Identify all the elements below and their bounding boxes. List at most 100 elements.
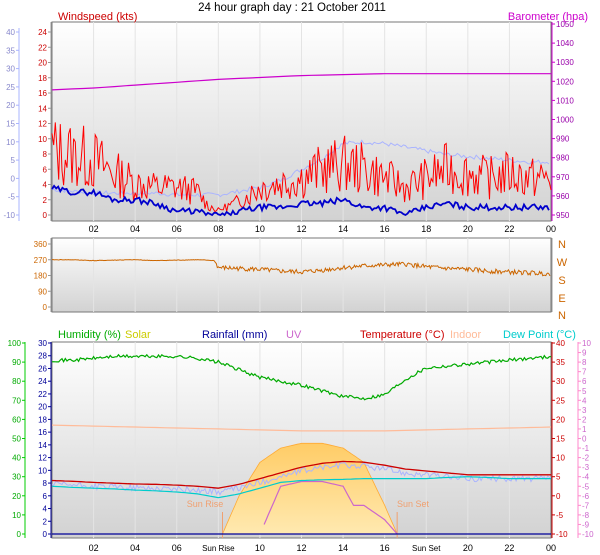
barometer-axis-tick-label: 960	[556, 192, 570, 201]
series-barometer	[51, 73, 551, 91]
windspeed-axis-tick-label: 18	[38, 74, 47, 83]
rainfall-axis-tick-label: 30	[38, 339, 47, 348]
outside-temp-axis-tick-label: -10	[3, 211, 15, 220]
uv-axis-tick-label: 4	[582, 396, 587, 405]
legend-rainfall: Rainfall (mm)	[202, 329, 267, 341]
rainfall-axis-tick-label: 2	[43, 517, 48, 526]
uv-axis-tick-label: 3	[582, 406, 587, 415]
barometer-axis-tick-label: 1030	[556, 58, 574, 67]
uv-axis-tick-label: -6	[582, 492, 590, 501]
series-dew-point	[51, 476, 551, 499]
temperature-axis-tick-label: 0	[556, 492, 561, 501]
direction-axis-tick-label: 180	[34, 272, 48, 281]
sunset-annotation: Sun Set	[397, 499, 430, 509]
wind-panel-x-tick-label: 16	[380, 224, 390, 234]
barometer-axis-tick-label: 950	[556, 211, 570, 220]
barometer-axis-tick-label: 1020	[556, 77, 574, 86]
uv-axis-tick-label: 7	[582, 368, 587, 377]
uv-axis-tick-label: 8	[582, 358, 587, 367]
humidity-axis-tick-label: 40	[12, 454, 21, 463]
windspeed-axis-tick-label: 0	[43, 211, 48, 220]
rainfall-axis-tick-label: 4	[43, 505, 48, 514]
wind-panel-x-tick-label: 00	[546, 224, 556, 234]
rainfall-axis-tick-label: 24	[38, 377, 47, 386]
humidity-panel-x-tick-label: 02	[89, 543, 99, 553]
uv-axis-tick-label: 0	[582, 435, 587, 444]
wind-panel-x-tick-label: 22	[504, 224, 514, 234]
humidity-axis-tick-label: 20	[12, 492, 21, 501]
windspeed-axis-tick-label: 16	[38, 89, 47, 98]
barometer-axis-tick-label: 1010	[556, 96, 574, 105]
outside-temp-axis-tick-label: 40	[6, 28, 15, 37]
legend-solar: Solar	[125, 329, 151, 341]
uv-axis-tick-label: -9	[582, 520, 590, 529]
barometer-axis-tick-label: 1000	[556, 116, 574, 125]
windspeed-axis-tick-label: 22	[38, 43, 47, 52]
series-indoor	[51, 424, 552, 432]
humidity-panel-x-tick-label: 22	[504, 543, 514, 553]
wind-panel-x-tick-label: 08	[213, 224, 223, 234]
wind-panel-x-tick-label: 02	[89, 224, 99, 234]
windspeed-axis-tick-label: 10	[38, 135, 47, 144]
humidity-panel-x-tick-label: 06	[172, 543, 182, 553]
series-uv	[263, 480, 398, 535]
temperature-axis-tick-label: 35	[556, 358, 565, 367]
rainfall-axis-tick-label: 8	[43, 479, 48, 488]
windspeed-axis-tick-label: 20	[38, 59, 47, 68]
humidity-panel-x-tick-label: 12	[296, 543, 306, 553]
rainfall-axis-tick-label: 20	[38, 403, 47, 412]
direction-axis-tick-label: 90	[38, 287, 47, 296]
humidity-axis-tick-label: 100	[8, 339, 22, 348]
outside-temp-axis-tick-label: -5	[8, 193, 16, 202]
humidity-axis-tick-label: 90	[12, 358, 21, 367]
humidity-axis-tick-label: 80	[12, 377, 21, 386]
wind-panel-x-tick-label: 18	[421, 224, 431, 234]
temperature-axis-tick-label: -5	[556, 511, 564, 520]
legend-temperature: Temperature (°C)	[360, 329, 444, 341]
legend-humidity: Humidity (%)	[58, 329, 121, 341]
humidity-axis-tick-label: 60	[12, 415, 21, 424]
wind-panel-x-tick-label: 20	[463, 224, 473, 234]
direction-compass-label: W	[557, 257, 568, 269]
humidity-panel-x-tick-label: 04	[130, 543, 140, 553]
uv-axis-tick-label: -10	[582, 530, 594, 539]
rainfall-axis-tick-label: 26	[38, 364, 47, 373]
humidity-axis-tick-label: 0	[17, 530, 22, 539]
rainfall-axis-tick-label: 16	[38, 428, 47, 437]
humidity-axis-tick-label: 10	[12, 511, 21, 520]
temperature-axis-tick-label: 25	[556, 396, 565, 405]
temperature-axis-tick-label: 10	[556, 454, 565, 463]
rainfall-axis-tick-label: 12	[38, 454, 47, 463]
humidity-panel-x-tick-label: Sun Set	[412, 544, 441, 553]
humidity-axis-tick-label: 50	[12, 435, 21, 444]
humidity-panel-x-tick-label: Sun Rise	[202, 544, 235, 553]
legend-dew-point: Dew Point (°C)	[503, 329, 576, 341]
rainfall-axis-tick-label: 6	[43, 492, 48, 501]
uv-axis-tick-label: -3	[582, 463, 590, 472]
direction-compass-label: S	[558, 275, 565, 287]
barometer-axis-tick-label: 1040	[556, 39, 574, 48]
temperature-axis-tick-label: 40	[556, 339, 565, 348]
wind-panel-x-tick-label: 10	[255, 224, 265, 234]
rainfall-axis-tick-label: 22	[38, 390, 47, 399]
outside-temp-axis-tick-label: 30	[6, 65, 15, 74]
rainfall-axis-tick-label: 28	[38, 352, 47, 361]
windspeed-axis-tick-label: 6	[43, 165, 48, 174]
direction-axis-tick-label: 270	[34, 256, 48, 265]
rainfall-axis-tick-label: 18	[38, 415, 47, 424]
outside-temp-axis-tick-label: 35	[6, 46, 15, 55]
humidity-panel-x-tick-label: 20	[463, 543, 473, 553]
rainfall-axis-tick-label: 14	[38, 441, 47, 450]
wind-panel-x-tick-label: 04	[130, 224, 140, 234]
temperature-axis-tick-label: 30	[556, 377, 565, 386]
sunrise-annotation: Sun Rise	[187, 499, 224, 509]
barometer-axis-tick-label: 980	[556, 154, 570, 163]
temperature-axis-tick-label: 15	[556, 435, 565, 444]
outside-temp-axis-tick-label: 10	[6, 138, 15, 147]
direction-compass-label: E	[558, 293, 565, 305]
page-title: 24 hour graph day : 21 October 2011	[198, 2, 386, 14]
uv-axis-tick-label: 1	[582, 425, 587, 434]
direction-axis-tick-label: 0	[43, 303, 48, 312]
outside-temp-axis-tick-label: 20	[6, 101, 15, 110]
